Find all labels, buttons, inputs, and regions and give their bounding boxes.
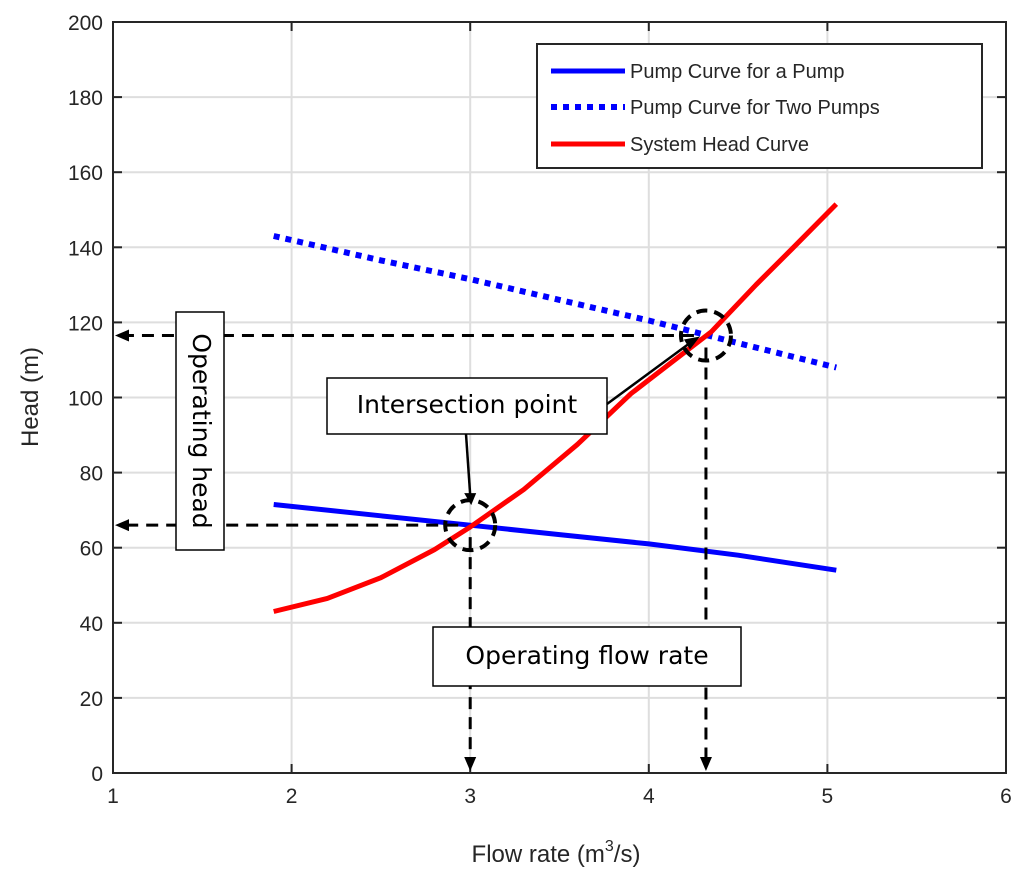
arrowhead-down-1 [464, 757, 477, 771]
y-tick-label: 120 [68, 312, 103, 335]
y-tick-label: 40 [80, 613, 103, 636]
arrowhead-left-1 [115, 519, 129, 532]
x-tick-label: 4 [643, 785, 655, 808]
x-tick-label: 1 [107, 785, 119, 808]
arrowhead-left-2 [115, 329, 129, 342]
series-pump-curve-two [273, 233, 838, 371]
y-tick-label: 180 [68, 87, 103, 110]
series-pump-curve-single [273, 502, 837, 573]
x-axis-title-tail: /s) [614, 841, 641, 868]
x-tick-label: 6 [1000, 785, 1012, 808]
legend-label-system: System Head Curve [630, 134, 809, 156]
legend-label-two-pumps: Pump Curve for Two Pumps [630, 97, 880, 119]
x-tick-label: 2 [286, 785, 298, 808]
intersection-arrow-line-lower [464, 433, 472, 496]
legend-label-pump: Pump Curve for a Pump [630, 61, 845, 83]
annotations: Operating head Intersection point Operatin… [115, 308, 742, 771]
operating-flow-box [432, 626, 742, 687]
y-axis-title: Head (m) [17, 347, 44, 447]
operating-flow-label: Operating flow rate [465, 641, 708, 670]
x-axis-title: Flow rate (m3/s) [472, 838, 641, 868]
y-tick-label: 60 [80, 538, 103, 561]
intersection-arrowhead-upper [683, 336, 700, 350]
y-tick-label: 20 [80, 688, 103, 711]
intersection-arrowhead-lower [464, 493, 477, 506]
arrowhead-down-2 [699, 757, 712, 771]
intersection-label-box [326, 377, 608, 435]
x-tick-label: 5 [822, 785, 834, 808]
intersection-label: Intersection point [357, 390, 578, 419]
y-tick-label: 140 [68, 237, 103, 260]
y-tick-label: 160 [68, 162, 103, 185]
x-tick-label: 3 [464, 785, 476, 808]
operating-head-box [175, 311, 225, 551]
series-lines [273, 202, 839, 614]
intersection-arrow-line-upper [606, 340, 693, 406]
series-system-head-curve [273, 202, 839, 614]
x-axis-title-main: Flow rate (m [472, 841, 605, 868]
y-tick-label: 100 [68, 388, 103, 411]
x-axis-title-sup: 3 [605, 838, 614, 855]
legend: Pump Curve for a Pump Pump Curve for Two… [536, 43, 983, 169]
intersection-circle-2 [678, 308, 733, 363]
y-tick-label: 0 [91, 763, 103, 786]
operating-head-label: Operating head [187, 333, 216, 528]
y-tick-label: 200 [68, 12, 103, 35]
y-tick-label: 80 [80, 463, 103, 486]
